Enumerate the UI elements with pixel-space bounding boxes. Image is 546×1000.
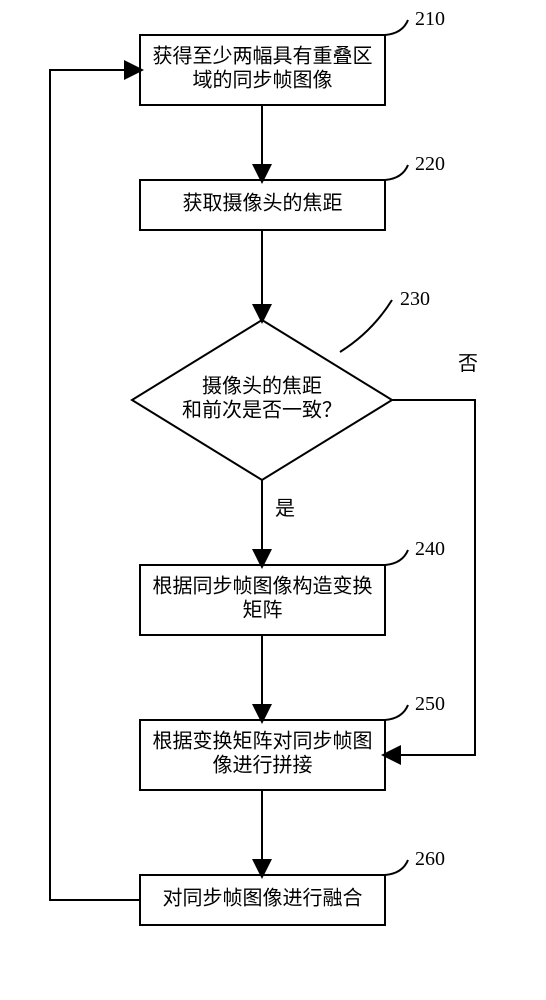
- flow-node-text-250-line1: 像进行拼接: [213, 754, 313, 777]
- ref-tick-220: [385, 165, 408, 180]
- flow-node-text-240-line1: 矩阵: [243, 599, 283, 622]
- edge-260-210-loop: [50, 70, 140, 900]
- flow-node-text-210-line1: 域的同步帧图像: [193, 69, 333, 92]
- ref-label-250: 250: [415, 693, 445, 715]
- flowchart-canvas: 获得至少两幅具有重叠区域的同步帧图像获取摄像头的焦距摄像头的焦距和前次是否一致？…: [0, 0, 546, 1000]
- ref-label-260: 260: [415, 848, 445, 870]
- ref-tick-250: [385, 705, 408, 720]
- ref-label-210: 210: [415, 8, 445, 30]
- ref-tick-260: [385, 860, 408, 875]
- ref-tick-240: [385, 550, 408, 565]
- ref-label-220: 220: [415, 153, 445, 175]
- ref-tick-210: [385, 20, 408, 35]
- branch-label-yes: 是: [275, 498, 295, 520]
- ref-label-230: 230: [400, 288, 430, 310]
- flow-node-text-220-line0: 获取摄像头的焦距: [183, 192, 343, 215]
- ref-tick-230: [340, 300, 392, 352]
- flow-node-text-210-line0: 获得至少两幅具有重叠区: [153, 45, 373, 68]
- flow-node-text-240-line0: 根据同步帧图像构造变换: [153, 575, 373, 598]
- flow-node-text-230-line0: 摄像头的焦距: [202, 375, 322, 398]
- flow-node-text-250-line0: 根据变换矩阵对同步帧图: [153, 730, 373, 753]
- branch-label-no: 否: [458, 353, 478, 375]
- flow-node-text-230-line1: 和前次是否一致？: [182, 399, 342, 422]
- ref-label-240: 240: [415, 538, 445, 560]
- flow-node-text-260-line0: 对同步帧图像进行融合: [163, 887, 363, 910]
